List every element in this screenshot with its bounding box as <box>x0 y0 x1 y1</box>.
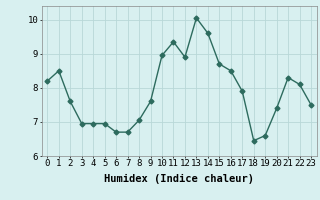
X-axis label: Humidex (Indice chaleur): Humidex (Indice chaleur) <box>104 174 254 184</box>
